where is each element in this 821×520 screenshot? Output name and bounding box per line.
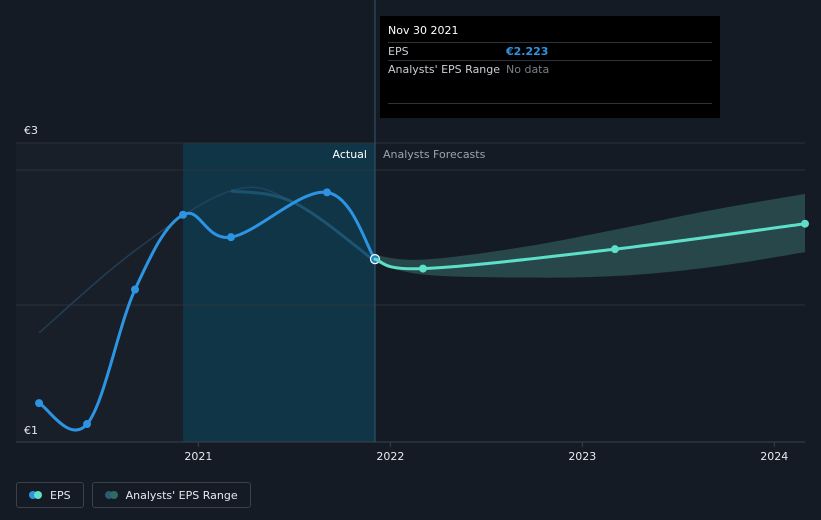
eps-data-point <box>227 233 236 242</box>
highlight-region <box>183 143 375 442</box>
tooltip-eps-key: EPS <box>388 45 409 58</box>
eps-forecast-point <box>418 264 427 273</box>
legend-eps-button[interactable]: EPS <box>16 482 84 508</box>
chart-canvas: €3 €1 2021 2022 2023 2024 Actual Analysts Forec… <box>16 0 809 463</box>
tooltip-row-range: Analysts' EPS Range No data <box>388 60 712 78</box>
eps-data-point <box>83 420 92 429</box>
x-tick-label: 2021 <box>184 450 212 463</box>
x-tick-label: 2022 <box>376 450 404 463</box>
tooltip-range-value: No data <box>506 63 550 76</box>
legend-eps-swatch-icon <box>29 491 42 499</box>
tooltip-divider <box>388 103 712 104</box>
eps-data-point <box>179 210 188 219</box>
y-tick-label: €3 <box>24 124 38 137</box>
eps-forecast-point <box>610 245 619 254</box>
x-tick-label: 2023 <box>568 450 596 463</box>
tooltip-date: Nov 30 2021 <box>388 24 459 37</box>
eps-data-point <box>322 188 331 197</box>
eps-data-point <box>35 399 44 408</box>
legend-eps-label: EPS <box>50 488 71 502</box>
y-tick-label: €1 <box>24 424 38 437</box>
x-tick-label: 2024 <box>760 450 788 463</box>
tooltip-range-key: Analysts' EPS Range <box>388 63 501 76</box>
legend-range-label: Analysts' EPS Range <box>125 488 238 502</box>
eps-forecast-line <box>373 222 807 271</box>
tooltip-eps-value: €2.223 <box>506 45 549 58</box>
hover-tooltip: Nov 30 2021 EPS €2.223 Analysts' EPS Ran… <box>380 16 720 118</box>
legend-range-button[interactable]: Analysts' EPS Range <box>91 482 251 508</box>
eps-data-point <box>131 285 140 294</box>
forecast-region-label: Analysts Forecasts <box>383 148 486 161</box>
forecast-range-band <box>374 193 805 278</box>
tooltip-row-eps: EPS €2.223 <box>388 42 712 60</box>
chart-legend: EPS Analysts' EPS Range <box>16 482 251 508</box>
legend-range-swatch-icon <box>104 491 118 499</box>
actual-region-label: Actual <box>333 148 367 161</box>
eps-forecast-point <box>801 219 809 228</box>
